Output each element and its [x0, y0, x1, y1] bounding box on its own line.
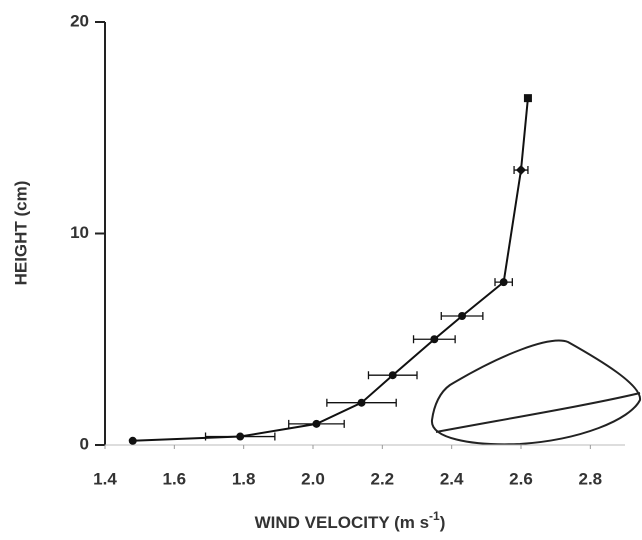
marker: [516, 165, 526, 176]
profile-line: [132, 98, 529, 442]
y-tick-label: 20: [70, 11, 89, 30]
marker: [128, 436, 137, 445]
x-tick-label: 2.6: [509, 469, 533, 488]
marker: [458, 311, 467, 320]
marker: [236, 432, 245, 441]
x-label-text: WIND VELOCITY (m s: [255, 513, 429, 532]
marker: [499, 278, 508, 287]
x-tick-label: 1.4: [93, 469, 117, 488]
x-tick-label: 2.0: [301, 469, 325, 488]
y-tick-label: 0: [80, 434, 89, 453]
x-tick-label: 1.6: [163, 469, 187, 488]
x-axis-label: WIND VELOCITY (m s-1): [255, 509, 446, 532]
y-tick-label: 10: [70, 223, 89, 242]
marker: [523, 94, 532, 103]
marker: [430, 335, 439, 344]
y-axis-label: HEIGHT (cm): [11, 181, 30, 286]
x-tick-label: 2.8: [579, 469, 603, 488]
marker: [388, 371, 397, 380]
x-tick-label: 2.4: [440, 469, 464, 488]
x-tick-label: 1.8: [232, 469, 256, 488]
x-label-superscript: -1: [429, 509, 440, 523]
marker: [312, 419, 321, 428]
sketch-outline: [430, 339, 641, 446]
x-label-suffix: ): [440, 513, 446, 532]
marker: [357, 398, 366, 407]
x-tick-label: 2.2: [371, 469, 395, 488]
